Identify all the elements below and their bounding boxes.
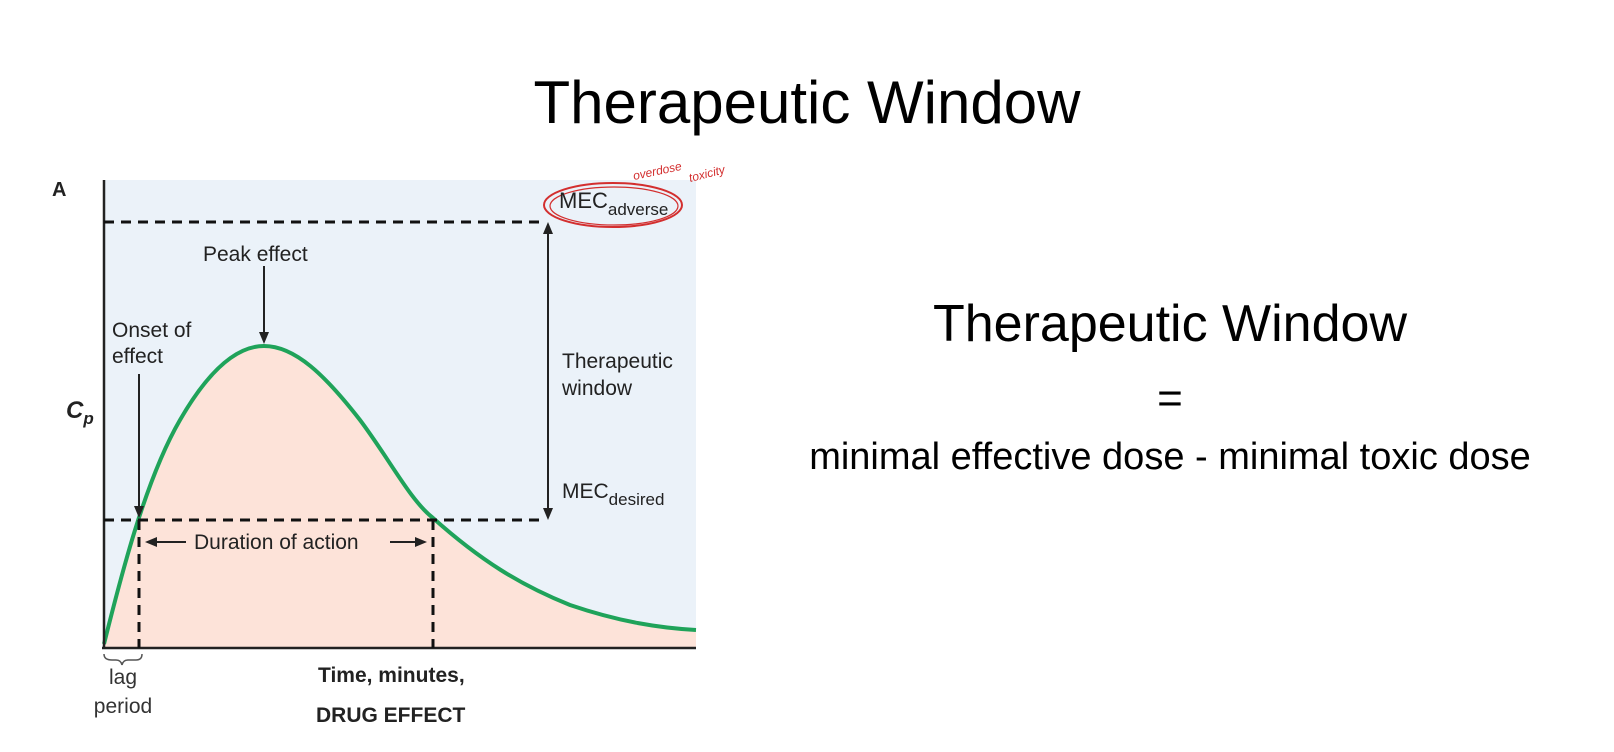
area-under-curve — [104, 346, 696, 648]
therapeutic-window-label-line2: window — [561, 377, 633, 400]
handwritten-note-overdose: overdose — [632, 159, 684, 183]
mec-adverse-highlight — [543, 182, 683, 228]
y-axis-label: Cp — [66, 397, 94, 428]
duration-arrowhead-left — [145, 537, 157, 547]
onset-arrowhead — [134, 506, 144, 518]
duration-arrowhead-right — [415, 537, 427, 547]
slide-title: Therapeutic Window — [533, 69, 1081, 136]
definition-equals: = — [1157, 374, 1183, 423]
lag-period-label-line1: lag — [109, 666, 137, 689]
duration-of-action-label: Duration of action — [194, 531, 359, 554]
definition-title: Therapeutic Window — [933, 295, 1407, 353]
concentration-curve — [102, 343, 697, 645]
mec-adverse-label: MECadverse — [559, 188, 668, 219]
peak-effect-arrowhead — [259, 332, 269, 344]
lag-period-label-line2: period — [94, 695, 152, 718]
therapeutic-window-arrowhead-top — [543, 222, 553, 234]
panel-label: A — [52, 179, 66, 201]
lag-period-brace — [103, 653, 143, 666]
handwritten-note-toxicity: toxicity — [687, 162, 727, 185]
therapeutic-window-arrowhead-bottom — [543, 508, 553, 520]
onset-label-line2: effect — [112, 345, 163, 368]
mec-adverse-highlight-inner — [549, 186, 679, 226]
peak-effect-label: Peak effect — [203, 243, 308, 266]
drug-effect-diagram: A Cp MECadverse MECdesired Peak effect O… — [52, 159, 727, 727]
mec-desired-label: MECdesired — [562, 480, 664, 509]
therapeutic-window-label-line1: Therapeutic — [562, 350, 673, 373]
onset-label-line1: Onset of — [112, 319, 192, 342]
x-axis-label: Time, minutes, — [318, 664, 465, 687]
figure-caption: DRUG EFFECT — [316, 704, 466, 727]
definition-formula: minimal effective dose - minimal toxic d… — [809, 436, 1531, 478]
